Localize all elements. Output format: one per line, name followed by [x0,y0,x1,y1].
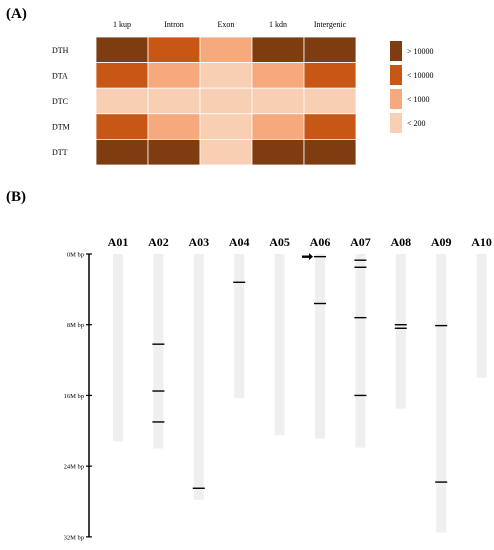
heatmap-column-label: Exon [218,20,235,29]
heatmap-cell [251,138,305,166]
heatmap-cell [303,138,357,166]
chromosome-bar [113,254,123,442]
chromosome-bar [355,254,366,448]
heatmap-cell [199,113,253,140]
chromosome-label: A02 [148,235,169,249]
heatmap-cell [147,36,201,64]
arrow-icon [302,253,313,261]
heatmap-row-label: DTH [52,46,69,55]
heatmap-cell [251,87,305,115]
legend-swatch [390,65,402,85]
legend-label: > 10000 [407,47,434,56]
heatmap-row-label: DTM [52,123,70,132]
chromosome-label: A09 [431,235,452,249]
heatmap-row-labels: DTH DTA DTC DTM DTT [52,46,70,157]
chromosome-bar [395,254,406,409]
heatmap-cell [251,36,305,64]
heatmap-row-label: DTC [52,97,68,106]
heatmap-cell [303,36,357,64]
axis-tick-label: 8M bp [67,322,84,329]
chromosome-bar [274,254,285,436]
heatmap-cell [251,62,305,89]
heatmap-column-label: 1 kdn [269,20,287,29]
heatmap-column-labels: 1 kup Intron Exon 1 kdn Intergenic [113,20,347,29]
chromosome-label: A08 [390,235,411,249]
chromosome-bar [315,254,325,439]
legend-label: < 10000 [407,71,434,80]
heatmap-cell [95,87,149,115]
heatmap-cell [303,113,357,140]
legend-label: < 1000 [407,95,430,104]
axis-tick-label: 32M bp [64,534,84,541]
heatmap-cell [199,36,253,64]
chromosome-label: A01 [108,235,129,249]
heatmap-cell [147,87,201,115]
heatmap-cell [147,113,201,140]
heatmap-cell [95,36,149,64]
heatmap-legend: > 10000 < 10000 < 1000 < 200 [390,41,434,133]
chromosome-label: A04 [229,235,250,249]
position-axis: 0M bp 8M bp 16M bp 24M bp 32M bp [64,252,92,541]
heatmap-cell [95,138,149,166]
chromosome-markers [152,253,448,489]
heatmap-cells [95,36,357,166]
chromosome-bar [193,254,204,500]
panel-a-label: (A) [6,6,27,22]
heatmap-cell [95,113,149,140]
chromosome-bar [234,254,245,399]
chromosome-bar [476,254,487,378]
heatmap-row-label: DTT [52,148,68,157]
axis-tick-label: 24M bp [64,464,84,471]
heatmap-cell [303,87,357,115]
heatmap-cell [199,87,253,115]
legend-label: < 200 [407,119,426,128]
chromosome-label: A03 [188,235,209,249]
chromosome-bar [153,254,164,449]
chromosome-label: A07 [350,235,371,249]
heatmap-column-label: 1 kup [113,20,131,29]
heatmap-cell [95,62,149,89]
chromosome-label: A10 [471,235,492,249]
chromosome-labels: A01 A02 A03 A04 A05 A06 A07 A08 A09 A10 [108,235,492,249]
heatmap-row-label: DTA [52,71,68,80]
panel-b-label: (B) [6,189,26,205]
legend-swatch [390,89,402,109]
legend-swatch [390,113,402,133]
axis-tick-label: 16M bp [64,393,84,400]
heatmap-cell [199,138,253,166]
heatmap-cell [303,62,357,89]
chromosome-bar [436,254,447,533]
heatmap-column-label: Intergenic [314,20,347,29]
heatmap-cell [147,138,201,166]
legend-swatch [390,41,402,61]
chromosome-label: A05 [269,235,290,249]
chromosome-bars [113,254,487,533]
chromosome-label: A06 [310,235,331,249]
axis-tick-label: 0M bp [67,252,84,259]
heatmap-cell [251,113,305,140]
heatmap-column-label: Intron [164,20,184,29]
heatmap-cell [147,62,201,89]
heatmap-cell [199,62,253,89]
